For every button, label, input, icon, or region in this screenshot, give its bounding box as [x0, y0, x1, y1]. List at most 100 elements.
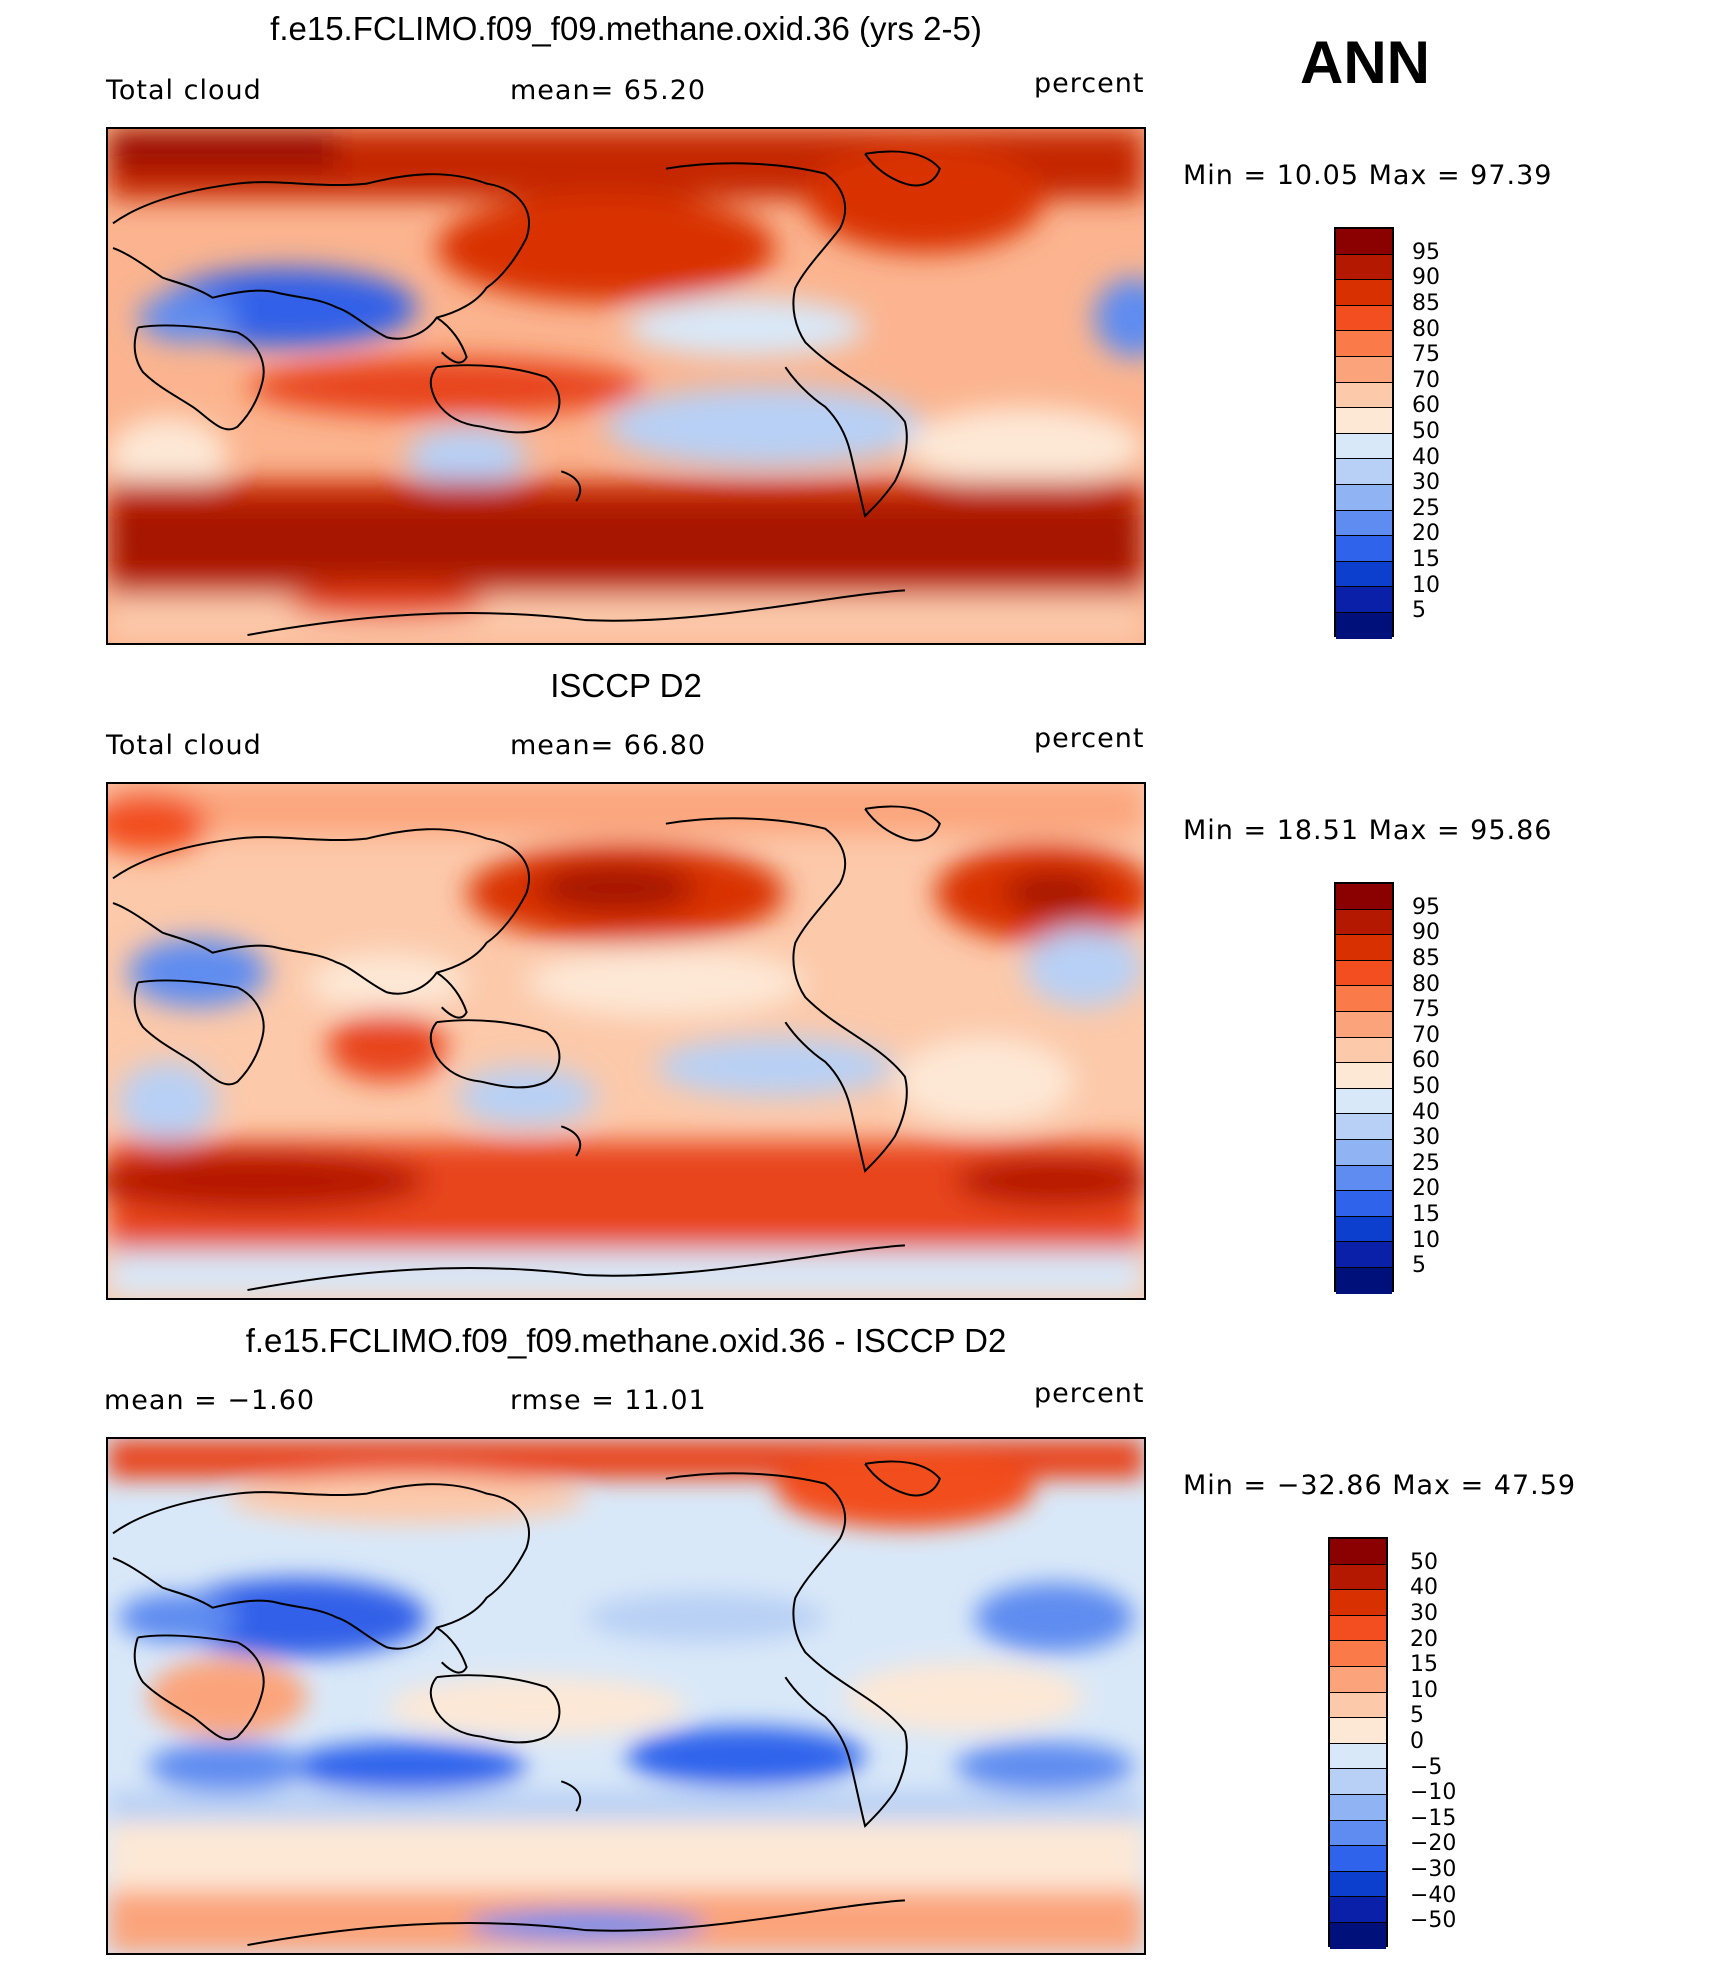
colorbar-label: 30: [1410, 1601, 1438, 1626]
colorbar-obs: [1334, 882, 1394, 1294]
colorbar-segment: [1330, 1871, 1386, 1898]
colorbar-label: 10: [1412, 573, 1440, 598]
colorbar-segment: [1336, 986, 1392, 1012]
units-label: percent: [1034, 1378, 1145, 1409]
colorbar-segment: [1336, 1088, 1392, 1115]
colorbar-segment: [1336, 1242, 1392, 1268]
map-model-svg: [108, 129, 1144, 643]
units-label: percent: [1034, 68, 1145, 99]
colorbar-label: 50: [1412, 1074, 1440, 1099]
colorbar-segment: [1330, 1666, 1386, 1693]
colorbar-segment: [1330, 1539, 1386, 1565]
colorbar-label: 95: [1412, 895, 1440, 920]
map-obs: [106, 782, 1146, 1300]
colorbar-segment: [1330, 1922, 1386, 1949]
colorbar-label: 60: [1412, 393, 1440, 418]
colorbar-segment: [1336, 1011, 1392, 1038]
colorbar-segment: [1330, 1718, 1386, 1744]
colorbar-segment: [1330, 1743, 1386, 1770]
colorbar-label: 90: [1412, 265, 1440, 290]
colorbar-segment: [1336, 433, 1392, 460]
colorbar-segment: [1336, 331, 1392, 357]
colorbar-segment: [1336, 459, 1392, 485]
colorbar-segment: [1336, 960, 1392, 987]
colorbar-segment: [1336, 1216, 1392, 1243]
colorbar-segment: [1330, 1794, 1386, 1821]
colorbar-label: 25: [1412, 1151, 1440, 1176]
map-diff: [106, 1437, 1146, 1955]
colorbar-segment: [1336, 1267, 1392, 1294]
colorbar-segment: [1330, 1641, 1386, 1667]
mean-label: mean= 65.20: [510, 75, 707, 106]
mean-label: mean = −1.60: [104, 1385, 316, 1416]
colorbar-label: 75: [1412, 342, 1440, 367]
colorbar-label: 30: [1412, 1125, 1440, 1150]
colorbar-label: −30: [1410, 1857, 1457, 1882]
map-model: [106, 127, 1146, 645]
colorbar-label: −40: [1410, 1883, 1457, 1908]
colorbar-label: 50: [1410, 1550, 1438, 1575]
colorbar-segment: [1336, 884, 1392, 910]
minmax-label: Min = 18.51 Max = 95.86: [1183, 815, 1553, 846]
colorbar-label: 15: [1412, 1202, 1440, 1227]
colorbar-label: 10: [1412, 1228, 1440, 1253]
colorbar-label: 20: [1412, 521, 1440, 546]
colorbar-label: 85: [1412, 946, 1440, 971]
colorbar-segment: [1336, 909, 1392, 936]
rmse-label: rmse = 11.01: [510, 1385, 707, 1416]
colorbar-label: 20: [1410, 1627, 1438, 1652]
colorbar-segment: [1330, 1615, 1386, 1642]
minmax-label: Min = −32.86 Max = 47.59: [1183, 1470, 1577, 1501]
colorbar-label: 25: [1412, 496, 1440, 521]
colorbar-segment: [1336, 1114, 1392, 1140]
colorbar-segment: [1336, 561, 1392, 588]
colorbar-label: 80: [1412, 972, 1440, 997]
colorbar-segment: [1330, 1692, 1386, 1719]
colorbar-label: 5: [1412, 1253, 1426, 1278]
colorbar-segment: [1336, 305, 1392, 332]
colorbar-label: 0: [1410, 1729, 1424, 1754]
colorbar-segment: [1336, 484, 1392, 511]
colorbar-segment: [1336, 510, 1392, 537]
colorbar-label: 40: [1412, 1100, 1440, 1125]
colorbar-segment: [1336, 408, 1392, 434]
colorbar-label: 95: [1412, 240, 1440, 265]
colorbar-label: 30: [1412, 470, 1440, 495]
colorbar-label: 80: [1412, 317, 1440, 342]
colorbar-segment: [1336, 1063, 1392, 1089]
colorbar-label: −5: [1410, 1755, 1443, 1780]
colorbar-label: 70: [1412, 1023, 1440, 1048]
colorbar-segment: [1336, 935, 1392, 961]
colorbar-label: 60: [1412, 1048, 1440, 1073]
panel-title: f.e15.FCLIMO.f09_f09.methane.oxid.36 (yr…: [270, 10, 982, 47]
colorbar-label: −50: [1410, 1908, 1457, 1933]
colorbar-segment: [1330, 1769, 1386, 1795]
colorbar-label: 90: [1412, 920, 1440, 945]
colorbar-diff: [1328, 1537, 1388, 1949]
colorbar-label: 40: [1410, 1575, 1438, 1600]
colorbar-label: 15: [1412, 547, 1440, 572]
colorbar-segment: [1336, 1139, 1392, 1166]
panel-title: ISCCP D2: [550, 667, 702, 704]
colorbar-label: 50: [1412, 419, 1440, 444]
colorbar-label: 5: [1410, 1703, 1424, 1728]
colorbar-segment: [1330, 1897, 1386, 1923]
season-label: ANN: [1300, 29, 1430, 96]
colorbar-segment: [1336, 587, 1392, 613]
colorbar-segment: [1336, 280, 1392, 306]
colorbar-label: 85: [1412, 291, 1440, 316]
variable-label: Total cloud: [106, 75, 262, 106]
colorbar-segment: [1336, 254, 1392, 281]
colorbar-label: 40: [1412, 445, 1440, 470]
colorbar-segment: [1336, 1165, 1392, 1192]
colorbar-segment: [1330, 1846, 1386, 1872]
colorbar-label: 20: [1412, 1176, 1440, 1201]
map-diff-svg: [108, 1439, 1144, 1953]
variable-label: Total cloud: [106, 730, 262, 761]
colorbar-label: −10: [1410, 1780, 1457, 1805]
colorbar-segment: [1336, 229, 1392, 255]
colorbar-segment: [1336, 612, 1392, 639]
colorbar-label: 5: [1412, 598, 1426, 623]
minmax-label: Min = 10.05 Max = 97.39: [1183, 160, 1553, 191]
colorbar-segment: [1336, 1037, 1392, 1064]
